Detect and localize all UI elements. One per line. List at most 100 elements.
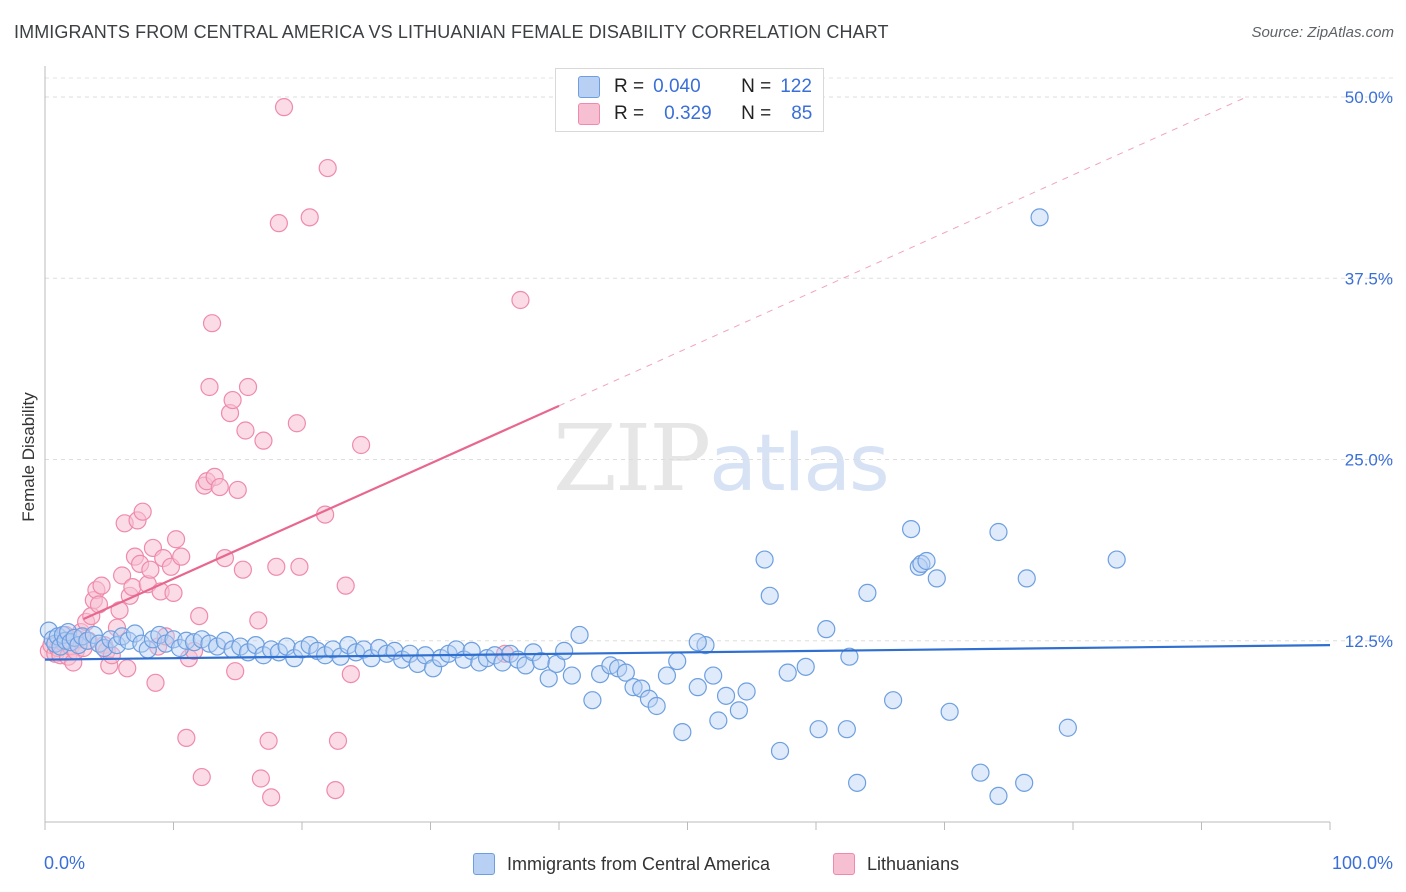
data-point-central-america xyxy=(989,522,1008,542)
data-point-central-america xyxy=(688,678,707,697)
data-point-central-america xyxy=(755,550,774,569)
data-point-central-america xyxy=(125,624,145,643)
data-point-central-america xyxy=(657,666,677,685)
y-tick-label: 50.0% xyxy=(1345,88,1393,107)
data-point-central-america xyxy=(668,651,687,671)
data-point-lithuanians xyxy=(166,530,186,549)
data-point-central-america xyxy=(837,720,856,739)
axes xyxy=(44,66,1331,830)
data-point-central-america xyxy=(848,773,867,792)
data-point-lithuanians xyxy=(146,673,165,692)
data-point-central-america xyxy=(447,640,466,659)
data-point-central-america xyxy=(688,633,707,652)
legend-row-pink: R = 0.329 N = 85 xyxy=(578,102,812,126)
data-point-central-america xyxy=(177,631,196,650)
legend-n-label: N = xyxy=(741,103,772,124)
legend-swatch-pink xyxy=(578,103,600,125)
data-point-lithuanians xyxy=(226,662,245,681)
grid-lines xyxy=(45,77,1394,642)
data-point-central-america xyxy=(729,701,749,720)
data-point-lithuanians xyxy=(251,769,270,788)
trend-extension-lithuanians xyxy=(558,96,1247,407)
bottom-legend-label: Immigrants from Central America xyxy=(507,853,771,874)
data-point-central-america xyxy=(709,711,728,730)
data-point-central-america xyxy=(632,679,651,698)
bottom-legend-swatch-blue xyxy=(473,853,495,875)
data-point-central-america xyxy=(716,686,736,705)
legend-r-label: R = xyxy=(614,76,645,97)
data-point-central-america xyxy=(778,663,797,682)
data-point-central-america xyxy=(971,763,990,782)
x-tick-label: 100.0% xyxy=(1332,853,1393,873)
data-point-central-america xyxy=(704,666,723,685)
data-point-lithuanians xyxy=(228,480,247,500)
data-point-central-america xyxy=(616,663,635,682)
data-point-lithuanians xyxy=(326,780,345,800)
data-point-central-america xyxy=(570,625,589,645)
data-point-central-america xyxy=(539,669,558,688)
y-tick-label: 25.0% xyxy=(1345,451,1393,470)
x-tick-label: 0.0% xyxy=(44,853,85,873)
data-point-lithuanians xyxy=(287,414,306,433)
stats-legend: R = 0.040 N = 122 R = 0.329 N = 85 xyxy=(555,68,824,132)
data-point-lithuanians xyxy=(172,547,191,566)
trend-extensions xyxy=(558,96,1247,407)
data-point-central-america xyxy=(770,741,790,761)
legend-n-label: N = xyxy=(741,76,772,97)
data-point-lithuanians xyxy=(259,731,278,750)
data-point-lithuanians xyxy=(236,421,255,440)
data-point-lithuanians xyxy=(133,502,152,521)
chart-title: IMMIGRANTS FROM CENTRAL AMERICA VS LITHU… xyxy=(14,22,889,42)
data-point-central-america xyxy=(555,641,574,661)
legend-r-label: R = xyxy=(614,103,645,124)
data-point-lithuanians xyxy=(290,557,309,576)
legend-r-value: 0.329 xyxy=(664,103,712,124)
data-point-central-america xyxy=(817,620,836,639)
data-point-lithuanians xyxy=(318,158,337,178)
data-point-lithuanians xyxy=(336,576,355,595)
series-central-america xyxy=(39,208,1126,806)
legend-n-value: 122 xyxy=(780,76,812,97)
bottom-legend-pink: Lithuanians xyxy=(833,852,959,876)
data-point-lithuanians xyxy=(254,431,273,450)
data-point-central-america xyxy=(69,635,88,655)
data-point-central-america xyxy=(583,691,602,710)
data-point-central-america xyxy=(639,689,659,708)
data-point-lithuanians xyxy=(112,566,132,585)
data-point-lithuanians xyxy=(511,290,530,310)
data-point-central-america xyxy=(1015,773,1034,792)
data-point-lithuanians xyxy=(262,788,281,807)
data-point-lithuanians xyxy=(274,98,294,117)
data-point-lithuanians xyxy=(190,606,209,626)
data-point-central-america xyxy=(1017,569,1036,588)
data-point-central-america xyxy=(531,651,551,671)
bottom-legend-label: Lithuanians xyxy=(867,853,960,874)
data-point-central-america xyxy=(107,635,127,655)
data-point-lithuanians xyxy=(328,731,348,750)
data-point-lithuanians xyxy=(177,728,196,748)
data-point-central-america xyxy=(760,586,779,605)
series-lithuanians xyxy=(39,98,530,807)
data-point-lithuanians xyxy=(269,214,288,233)
source-label: Source: ZipAtlas.com xyxy=(1251,24,1394,41)
watermark-zip: ZIP xyxy=(553,405,711,512)
data-point-central-america xyxy=(989,786,1008,806)
data-point-central-america xyxy=(400,644,420,663)
data-point-central-america xyxy=(84,625,103,645)
data-point-lithuanians xyxy=(200,377,219,397)
data-point-lithuanians xyxy=(233,560,252,579)
data-point-central-america xyxy=(901,519,921,539)
data-point-central-america xyxy=(673,722,692,742)
data-point-lithuanians xyxy=(202,314,222,333)
data-point-lithuanians xyxy=(123,577,142,597)
y-tick-label: 37.5% xyxy=(1345,269,1393,288)
data-point-central-america xyxy=(840,647,859,666)
data-point-central-america xyxy=(858,583,877,603)
data-point-lithuanians xyxy=(210,477,229,497)
y-tick-label: 12.5% xyxy=(1345,632,1393,651)
data-point-central-america xyxy=(562,666,581,685)
legend-row-blue: R = 0.040 N = 122 xyxy=(578,75,812,99)
data-point-lithuanians xyxy=(352,435,371,455)
data-point-lithuanians xyxy=(341,664,360,684)
